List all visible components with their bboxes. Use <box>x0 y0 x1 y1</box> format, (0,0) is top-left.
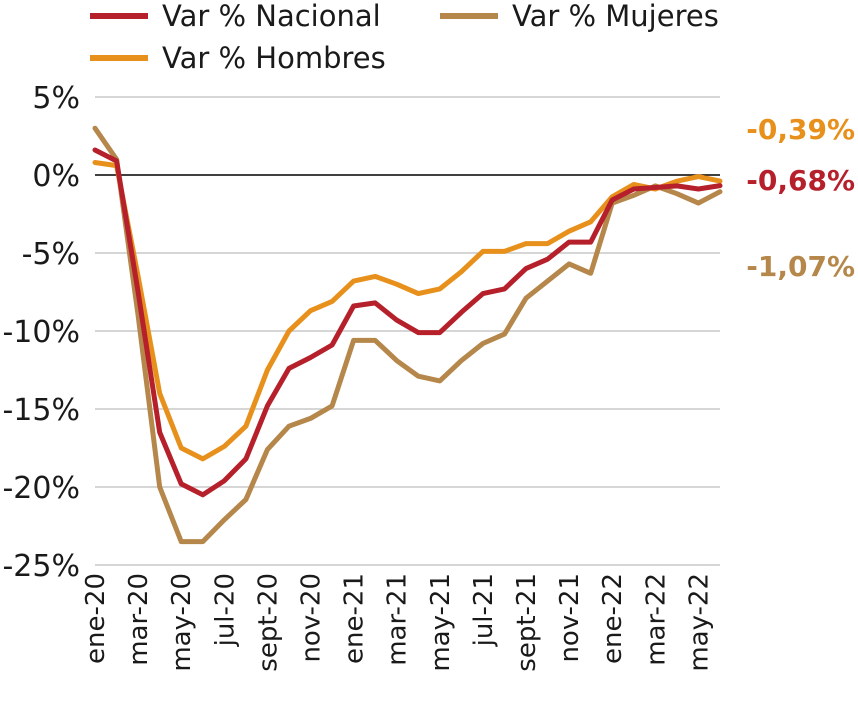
series-line-var-hombres <box>92 160 723 462</box>
y-tick-label: -15% <box>2 393 80 428</box>
x-tick-label: jul-21 <box>469 573 499 647</box>
x-tick-label: jul-20 <box>210 573 240 647</box>
x-tick-label: sept-20 <box>253 573 283 672</box>
legend: Var % Nacional Var % Mujeres Var % Hombres <box>90 0 719 75</box>
x-axis-ticks: ene-20 mar-20 may-20 jul-20 sept-20 nov-20 ene… <box>81 573 714 672</box>
x-tick-label: mar-22 <box>641 573 671 666</box>
y-tick-label: 0% <box>32 159 80 194</box>
end-value-label: -0,68% <box>746 164 855 197</box>
y-tick-label: -25% <box>2 549 80 584</box>
series-line-var-nacional <box>92 147 723 498</box>
y-tick-label: -10% <box>2 315 80 350</box>
x-tick-label: mar-20 <box>124 573 154 666</box>
end-value-label: -1,07% <box>746 250 855 283</box>
x-tick-label: may-20 <box>167 573 197 672</box>
legend-label: Var % Nacional <box>162 0 381 33</box>
x-tick-label: ene-22 <box>598 573 628 664</box>
x-tick-label: may-22 <box>684 573 714 672</box>
gridlines <box>95 96 720 566</box>
series-line-var-mujeres <box>92 125 723 545</box>
x-tick-label: ene-21 <box>340 573 370 664</box>
x-tick-label: ene-20 <box>81 573 111 664</box>
end-labels: -0,39% -0,68% -1,07% <box>746 113 855 283</box>
series-lines <box>92 125 723 545</box>
x-tick-label: may-21 <box>426 573 456 672</box>
x-tick-label: nov-21 <box>555 573 585 663</box>
legend-label: Var % Mujeres <box>512 0 719 33</box>
x-tick-label: sept-21 <box>512 573 542 672</box>
y-tick-label: 5% <box>32 81 80 116</box>
y-tick-label: -5% <box>22 237 80 272</box>
legend-label: Var % Hombres <box>162 41 386 75</box>
y-axis-ticks: 5% 0% -5% -10% -15% -20% -25% <box>2 81 80 584</box>
y-tick-label: -20% <box>2 471 80 506</box>
x-tick-label: mar-21 <box>383 573 413 666</box>
x-tick-label: nov-20 <box>297 573 327 663</box>
end-value-label: -0,39% <box>746 113 855 146</box>
